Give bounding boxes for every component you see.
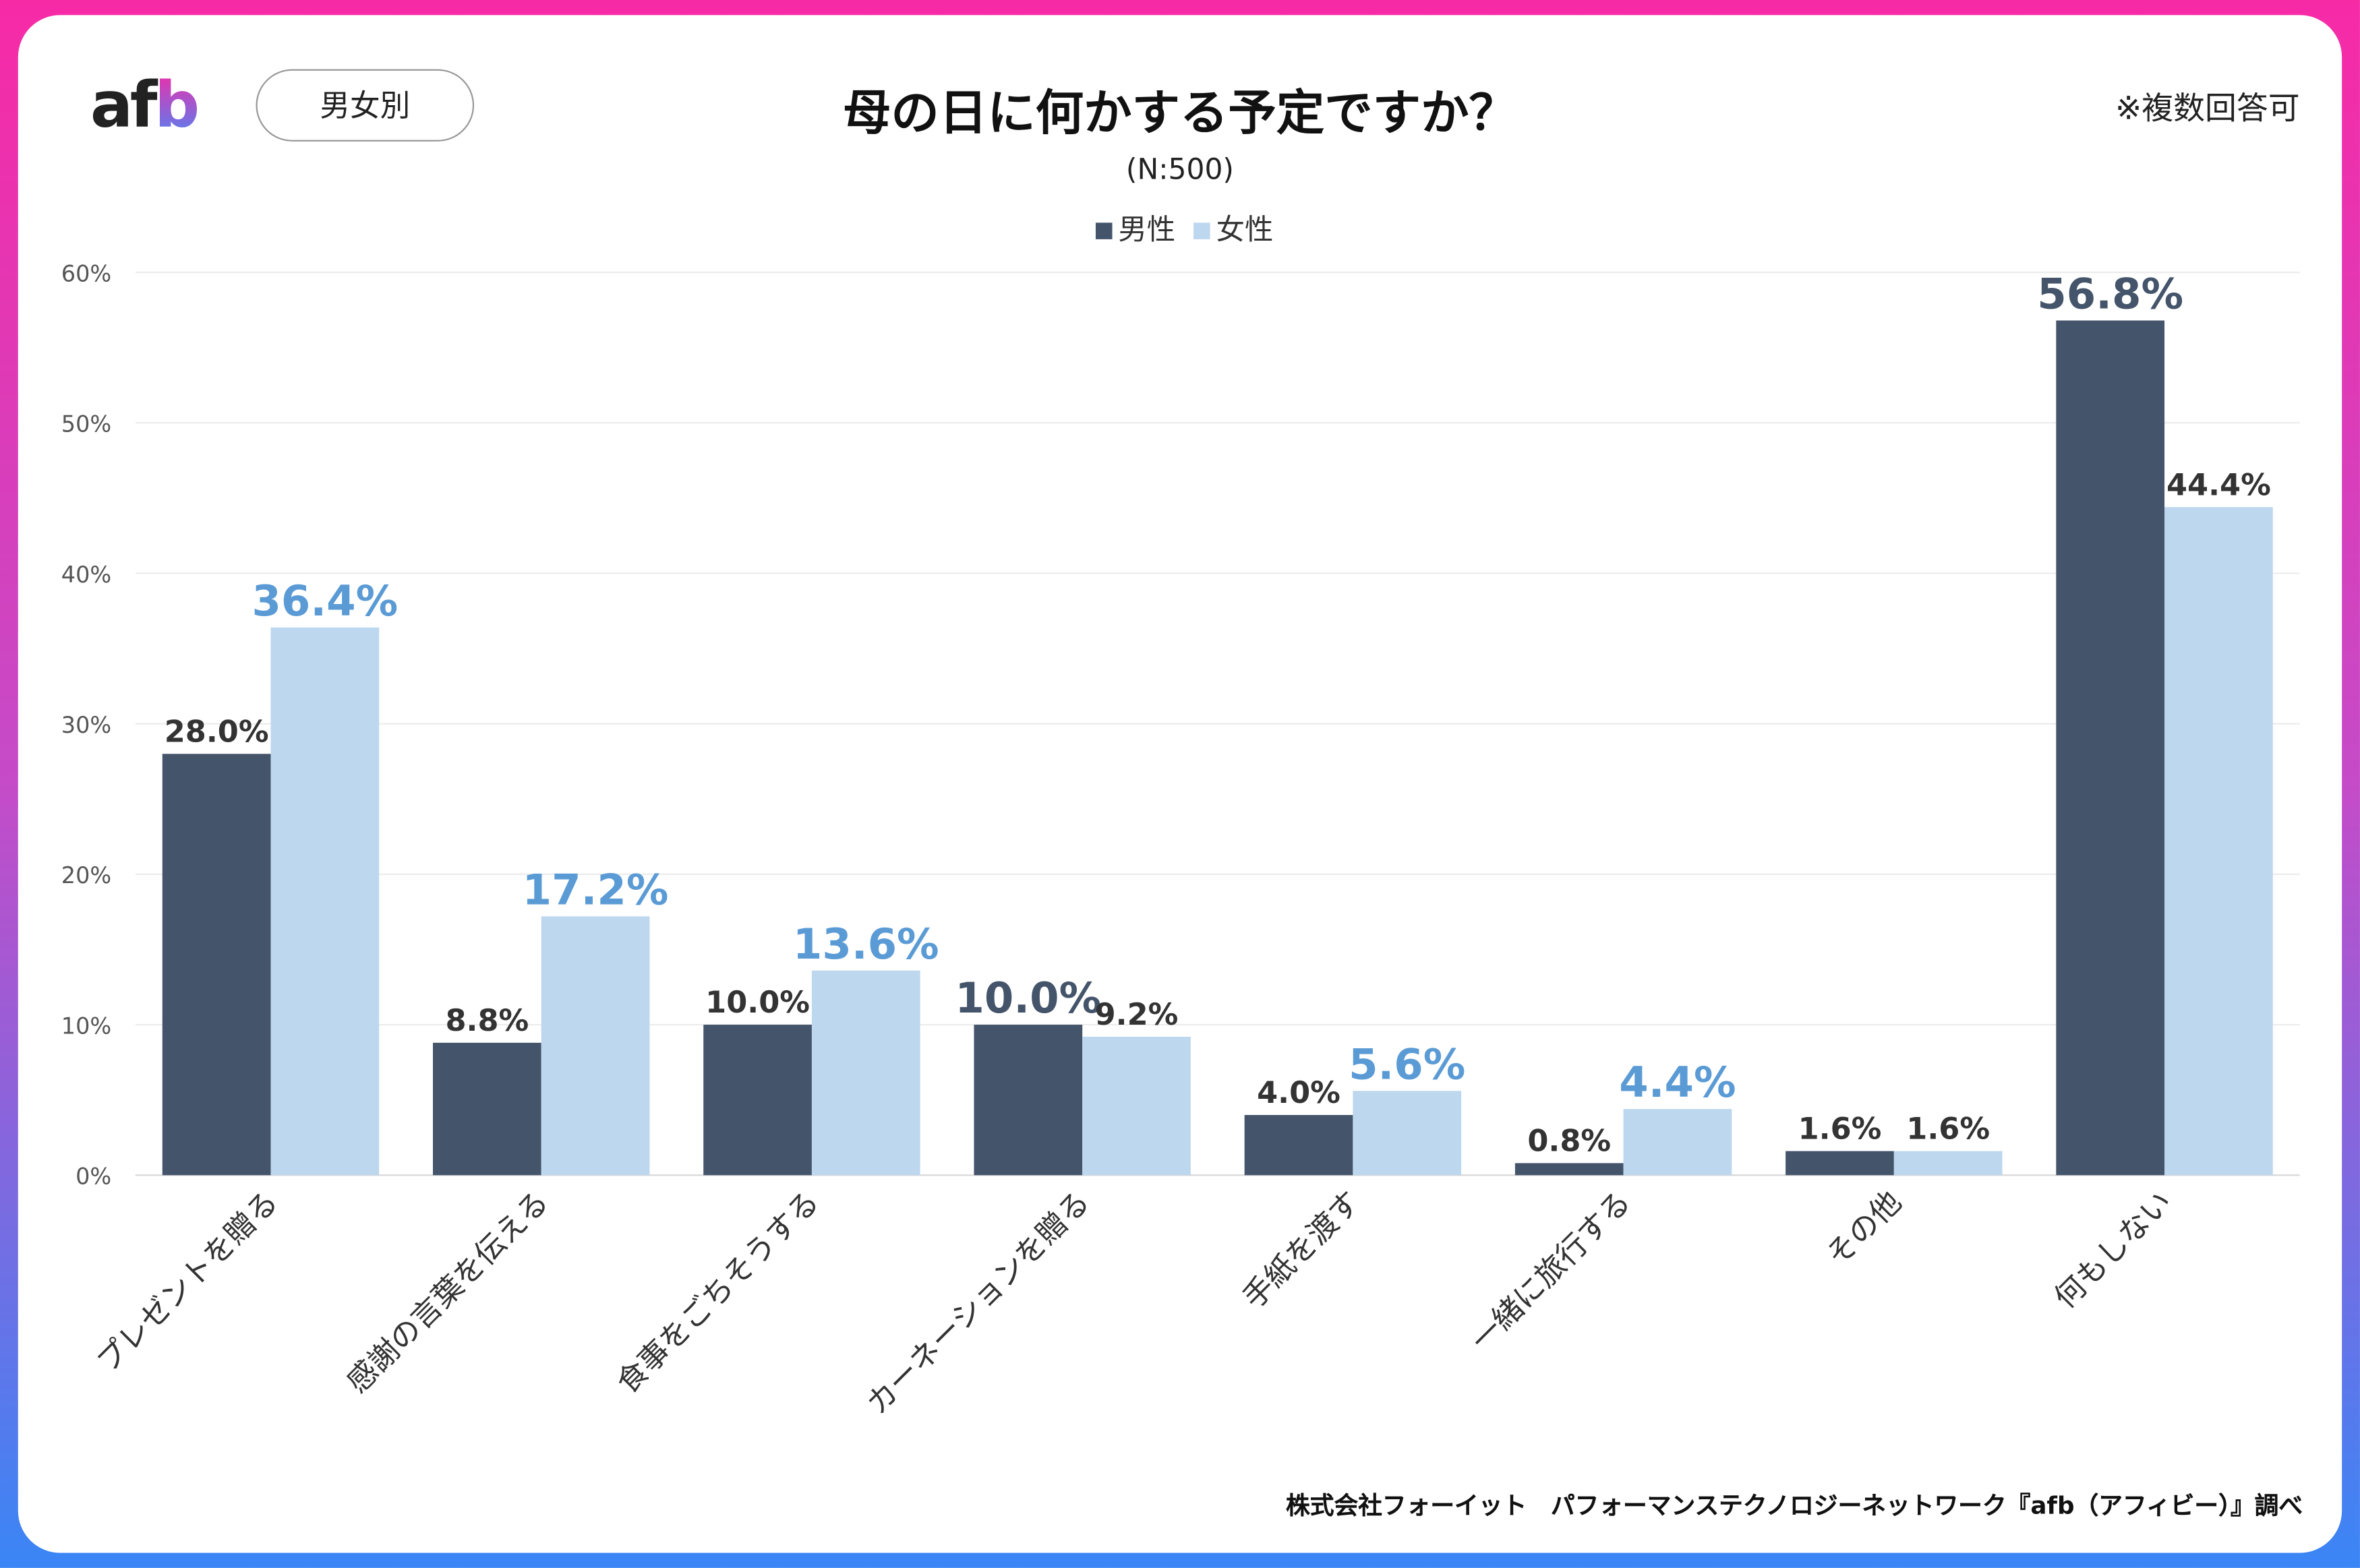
bar-female (811, 970, 920, 1176)
data-label: 56.8% (2037, 270, 2183, 319)
bar-male (1786, 1151, 1894, 1176)
chart-card (18, 15, 2342, 1553)
x-tick-label: その他 (1820, 1184, 1908, 1273)
data-label: 0.8% (1527, 1124, 1611, 1159)
legend-label-female: 女性 (1216, 213, 1274, 247)
y-tick-label: 60% (61, 260, 111, 287)
x-tick-label: 手紙を渡す (1236, 1184, 1367, 1316)
bar-male (433, 1042, 541, 1176)
x-tick-label: 感謝の言葉を伝える (340, 1184, 556, 1400)
data-label: 28.0% (165, 714, 269, 749)
legend: 男性 女性 (0, 208, 2360, 248)
data-label: 10.0% (955, 973, 1101, 1023)
bar-male (162, 754, 271, 1176)
multiple-answers-note: ※複数回答可 (2115, 90, 2300, 127)
data-label: 5.6% (1349, 1039, 1465, 1089)
bar-female (1353, 1091, 1462, 1176)
gender-segment-button[interactable]: 男女別 (256, 69, 475, 142)
data-label: 13.6% (793, 919, 939, 969)
data-label: 10.0% (705, 985, 810, 1020)
bar-female (270, 627, 380, 1176)
y-tick-label: 0% (76, 1164, 111, 1190)
data-label: 1.6% (1906, 1112, 1990, 1147)
data-label: 44.4% (2166, 467, 2271, 502)
x-tick-label: 一緒に旅行する (1464, 1184, 1638, 1358)
x-tick-label: プレゼントを贈る (90, 1184, 285, 1379)
bar-male (1244, 1114, 1353, 1176)
x-tick-label: 食事をごちそうする (610, 1184, 826, 1401)
data-label: 17.2% (523, 865, 669, 914)
y-tick-label: 50% (61, 411, 111, 438)
data-label: 36.4% (252, 576, 398, 626)
bar-female (1893, 1151, 2003, 1176)
afb-logo: afb (90, 67, 200, 142)
chart-subtitle: (N:500) (1125, 153, 1235, 187)
bar-male (974, 1025, 1083, 1176)
bar-female (2164, 507, 2273, 1176)
bar-male (1514, 1163, 1624, 1176)
source-credit: 株式会社フォーイット パフォーマンステクノロジーネットワーク『afb（アフィビー… (1286, 1491, 2303, 1520)
data-label: 4.4% (1619, 1058, 1736, 1107)
y-tick-label: 30% (61, 712, 111, 738)
y-tick-label: 40% (61, 562, 111, 588)
bar-female (1082, 1036, 1191, 1176)
bar-male (703, 1025, 812, 1176)
bar-female (1623, 1109, 1732, 1176)
x-tick-label: 何もしない (2048, 1184, 2179, 1316)
bar-female (541, 916, 650, 1176)
data-label: 4.0% (1257, 1075, 1340, 1110)
y-tick-label: 10% (61, 1013, 111, 1039)
x-tick-label: カーネーションを贈る (860, 1184, 1097, 1422)
legend-swatch-female (1193, 222, 1210, 239)
bar-male (2056, 320, 2165, 1176)
y-tick-label: 20% (61, 862, 111, 888)
data-label: 9.2% (1095, 997, 1179, 1032)
chart-title: 母の日に何かする予定ですか？ (842, 84, 1517, 142)
legend-label-male: 男性 (1118, 213, 1176, 247)
data-label: 1.6% (1798, 1112, 1882, 1147)
legend-swatch-male (1095, 222, 1113, 239)
data-label: 8.8% (445, 1003, 529, 1038)
